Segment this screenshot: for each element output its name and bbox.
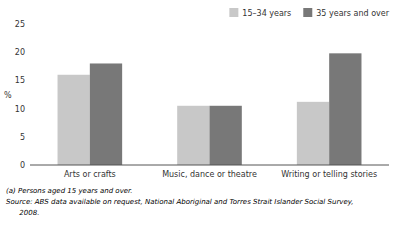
chart: 0 5 10 15 20 25% Arts or crafts Music, dance or… — [0, 0, 397, 227]
bars — [58, 53, 362, 165]
footnote: Source: ABS data available on request, N… — [6, 198, 354, 206]
legend-swatch — [303, 8, 312, 17]
legend-label: 15–34 years — [242, 9, 291, 18]
bar — [90, 63, 122, 165]
y-tick-label: 20 — [15, 48, 25, 57]
y-tick-label: 25 — [15, 20, 25, 29]
x-tick-label: Arts or crafts — [64, 170, 116, 179]
bar — [177, 106, 209, 165]
x-axis-line — [30, 165, 389, 166]
bar — [297, 102, 329, 165]
bar — [210, 106, 242, 165]
legend-swatch — [229, 8, 238, 17]
bar — [58, 75, 90, 165]
x-tick-label: Music, dance or theatre — [162, 170, 257, 179]
y-tick-label: 10 — [15, 105, 25, 114]
legend: 15–34 years 35 years and over — [229, 8, 389, 18]
y-axis-label: % — [4, 91, 12, 100]
y-tick-label: 5 — [20, 133, 25, 142]
bar — [329, 53, 361, 165]
legend-label: 35 years and over — [316, 9, 389, 18]
y-tick-label: 15 — [15, 76, 25, 85]
footnote: (a) Persons aged 15 years and over. — [6, 187, 133, 195]
x-tick-label: Writing or telling stories — [281, 170, 377, 179]
y-tick-label: 0 — [20, 161, 25, 170]
footnote: 2008. — [6, 209, 39, 217]
